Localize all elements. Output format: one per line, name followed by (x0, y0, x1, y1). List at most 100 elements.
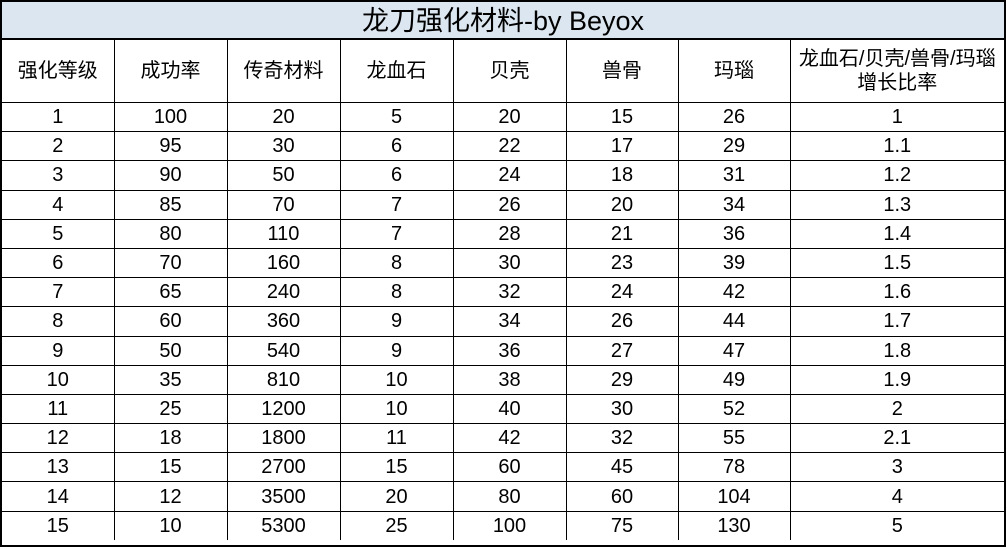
table-cell[interactable]: 11 (339, 423, 454, 454)
table-cell[interactable]: 9 (339, 335, 454, 366)
table-cell[interactable]: 1.5 (789, 247, 1004, 279)
table-cell[interactable]: 55 (677, 423, 791, 454)
table-cell[interactable]: 11 (2, 393, 115, 425)
table-cell[interactable]: 8 (2, 306, 115, 337)
table-cell[interactable]: 15 (339, 452, 454, 483)
table-cell[interactable]: 130 (677, 510, 791, 540)
table-cell[interactable]: 6 (2, 247, 115, 279)
table-cell[interactable]: 10 (339, 393, 454, 425)
table-cell[interactable]: 27 (565, 335, 679, 366)
table-cell[interactable]: 1.3 (789, 189, 1004, 220)
table-cell[interactable]: 2 (2, 131, 115, 162)
table-cell[interactable]: 20 (226, 101, 341, 133)
table-cell[interactable]: 12 (2, 423, 115, 454)
table-cell[interactable]: 5 (339, 101, 454, 133)
table-cell[interactable]: 26 (565, 306, 679, 337)
table-cell[interactable]: 1.9 (789, 364, 1004, 395)
table-cell[interactable]: 7 (2, 277, 115, 308)
table-cell[interactable]: 70 (113, 247, 228, 279)
table-cell[interactable]: 60 (565, 481, 679, 512)
table-cell[interactable]: 34 (677, 189, 791, 220)
table-cell[interactable]: 90 (113, 160, 228, 191)
table-cell[interactable]: 80 (113, 218, 228, 249)
table-cell[interactable]: 28 (452, 218, 567, 249)
table-cell[interactable]: 5300 (226, 510, 341, 540)
table-cell[interactable]: 26 (677, 101, 791, 133)
table-cell[interactable]: 6 (339, 131, 454, 162)
table-cell[interactable]: 25 (339, 510, 454, 540)
table-cell[interactable]: 9 (339, 306, 454, 337)
table-cell[interactable]: 50 (226, 160, 341, 191)
table-cell[interactable]: 85 (113, 189, 228, 220)
table-cell[interactable]: 22 (452, 131, 567, 162)
table-cell[interactable]: 15 (113, 452, 228, 483)
table-cell[interactable]: 31 (677, 160, 791, 191)
table-cell[interactable]: 9 (2, 335, 115, 366)
table-cell[interactable]: 34 (452, 306, 567, 337)
table-cell[interactable]: 60 (113, 306, 228, 337)
table-cell[interactable]: 2 (789, 393, 1004, 425)
table-cell[interactable]: 15 (565, 101, 679, 133)
table-cell[interactable]: 15 (2, 510, 115, 540)
table-cell[interactable]: 29 (565, 364, 679, 395)
table-cell[interactable]: 25 (113, 393, 228, 425)
table-cell[interactable]: 30 (452, 247, 567, 279)
column-header[interactable]: 贝壳 (452, 40, 567, 103)
table-cell[interactable]: 4 (789, 481, 1004, 512)
table-cell[interactable]: 100 (113, 101, 228, 133)
table-cell[interactable]: 24 (565, 277, 679, 308)
table-cell[interactable]: 7 (339, 189, 454, 220)
table-cell[interactable]: 18 (113, 423, 228, 454)
table-cell[interactable]: 1.8 (789, 335, 1004, 366)
table-cell[interactable]: 1 (789, 101, 1004, 133)
table-cell[interactable]: 6 (339, 160, 454, 191)
table-cell[interactable]: 13 (2, 452, 115, 483)
table-cell[interactable]: 4 (2, 189, 115, 220)
table-cell[interactable]: 70 (226, 189, 341, 220)
table-cell[interactable]: 50 (113, 335, 228, 366)
table-cell[interactable]: 1200 (226, 393, 341, 425)
table-cell[interactable]: 1.4 (789, 218, 1004, 249)
table-cell[interactable]: 23 (565, 247, 679, 279)
table-cell[interactable]: 360 (226, 306, 341, 337)
table-cell[interactable]: 35 (113, 364, 228, 395)
table-cell[interactable]: 36 (677, 218, 791, 249)
table-cell[interactable]: 21 (565, 218, 679, 249)
table-cell[interactable]: 65 (113, 277, 228, 308)
table-cell[interactable]: 810 (226, 364, 341, 395)
table-cell[interactable]: 540 (226, 335, 341, 366)
column-header[interactable]: 强化等级 (2, 40, 115, 103)
table-cell[interactable]: 8 (339, 247, 454, 279)
table-cell[interactable]: 47 (677, 335, 791, 366)
table-cell[interactable]: 1.6 (789, 277, 1004, 308)
table-cell[interactable]: 20 (565, 189, 679, 220)
table-cell[interactable]: 10 (339, 364, 454, 395)
table-cell[interactable]: 78 (677, 452, 791, 483)
table-cell[interactable]: 36 (452, 335, 567, 366)
table-cell[interactable]: 110 (226, 218, 341, 249)
table-cell[interactable]: 5 (2, 218, 115, 249)
table-cell[interactable]: 7 (339, 218, 454, 249)
table-cell[interactable]: 49 (677, 364, 791, 395)
table-cell[interactable]: 18 (565, 160, 679, 191)
column-header[interactable]: 成功率 (113, 40, 228, 103)
table-cell[interactable]: 5 (789, 510, 1004, 540)
column-header[interactable]: 玛瑙 (677, 40, 791, 103)
table-cell[interactable]: 75 (565, 510, 679, 540)
table-cell[interactable]: 12 (113, 481, 228, 512)
table-cell[interactable]: 2700 (226, 452, 341, 483)
table-cell[interactable]: 40 (452, 393, 567, 425)
table-cell[interactable]: 32 (565, 423, 679, 454)
table-cell[interactable]: 3 (2, 160, 115, 191)
table-cell[interactable]: 1.7 (789, 306, 1004, 337)
table-cell[interactable]: 10 (113, 510, 228, 540)
table-cell[interactable]: 60 (452, 452, 567, 483)
table-cell[interactable]: 3 (789, 452, 1004, 483)
table-cell[interactable]: 100 (452, 510, 567, 540)
table-cell[interactable]: 1 (2, 101, 115, 133)
column-header[interactable]: 龙血石/贝壳/兽骨/玛瑙增长比率 (789, 40, 1004, 103)
table-cell[interactable]: 20 (339, 481, 454, 512)
column-header[interactable]: 传奇材料 (226, 40, 341, 103)
table-cell[interactable]: 38 (452, 364, 567, 395)
table-cell[interactable]: 44 (677, 306, 791, 337)
